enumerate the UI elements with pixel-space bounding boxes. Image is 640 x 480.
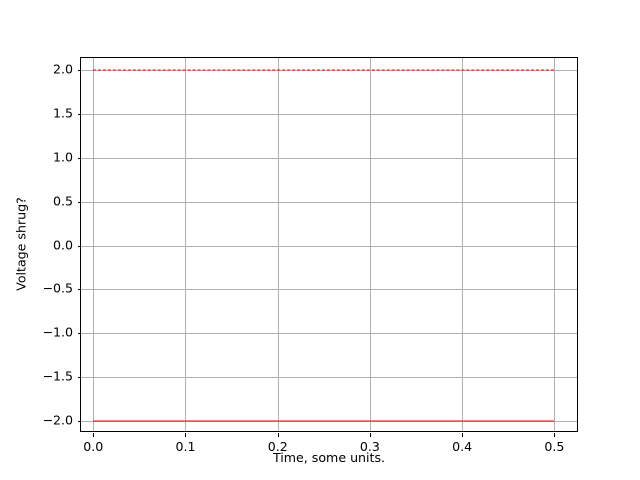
- gridline-vertical: [185, 58, 187, 431]
- y-tick-label: −0.5: [42, 281, 74, 297]
- gridline-vertical: [462, 58, 464, 431]
- y-tick-mark: [77, 421, 81, 423]
- gridline-vertical: [93, 58, 95, 431]
- y-tick-label: 2.0: [53, 61, 74, 77]
- y-tick-mark: [77, 245, 81, 247]
- gridline-horizontal: [81, 333, 577, 335]
- x-tick-label: 0.0: [83, 439, 104, 454]
- gridline-horizontal: [81, 377, 577, 379]
- gridline-horizontal: [81, 289, 577, 291]
- x-tick-label: 0.2: [267, 439, 288, 454]
- y-tick-label: −1.5: [42, 368, 74, 384]
- y-tick-label: 0.0: [53, 237, 74, 253]
- data-series-lower: [93, 420, 555, 422]
- plot-axes: 0.0 0.1 0.2 0.3 0.4 0.5 2.0 1.5 1.0 0.5 0.0 −0.5 −1…: [42, 57, 578, 453]
- y-tick-label: 1.0: [53, 149, 74, 165]
- x-tick-label: 0.4: [452, 439, 473, 454]
- x-tick-label: 0.1: [175, 439, 196, 454]
- data-series-upper: [93, 69, 555, 71]
- y-tick-mark: [77, 157, 81, 159]
- x-tick-mark: [369, 433, 371, 437]
- y-tick-label: −1.0: [42, 325, 74, 341]
- x-tick-mark: [554, 433, 556, 437]
- y-tick-mark: [77, 201, 81, 203]
- gridline-horizontal: [81, 245, 577, 247]
- x-tick-mark: [185, 433, 187, 437]
- y-axis-label-text: Voltage shrug?: [13, 197, 29, 291]
- x-tick-mark: [277, 433, 279, 437]
- x-tick-label: 0.3: [359, 439, 380, 454]
- x-tick-mark: [462, 433, 464, 437]
- x-tick-label: 0.5: [544, 439, 565, 454]
- y-tick-mark: [77, 333, 81, 335]
- gridline-vertical: [554, 58, 556, 431]
- y-tick-mark: [77, 113, 81, 115]
- y-tick-mark: [77, 289, 81, 291]
- x-tick-mark: [93, 433, 95, 437]
- y-tick-label: 0.5: [53, 193, 74, 209]
- gridline-horizontal: [81, 201, 577, 203]
- y-tick-mark: [77, 377, 81, 379]
- x-axis-label: Time, some units.: [272, 450, 386, 465]
- gridline-horizontal: [81, 157, 577, 159]
- gridline-vertical: [369, 58, 371, 431]
- y-tick-label: −2.0: [42, 412, 74, 428]
- gridline-horizontal: [81, 113, 577, 115]
- plot-area: [81, 58, 577, 431]
- y-tick-label: 1.5: [53, 105, 74, 121]
- gridline-horizontal: [81, 69, 577, 71]
- gridline-vertical: [277, 58, 279, 431]
- gridline-horizontal: [81, 421, 577, 423]
- y-tick-mark: [77, 69, 81, 71]
